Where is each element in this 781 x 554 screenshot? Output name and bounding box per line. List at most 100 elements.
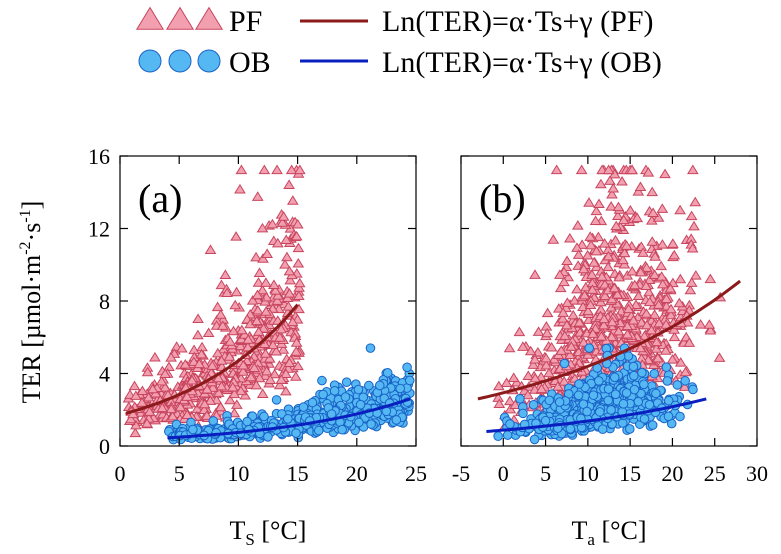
ob-point: [271, 395, 282, 405]
pf-point: [204, 244, 217, 254]
pf-point: [584, 299, 597, 310]
ob-point: [540, 415, 551, 426]
ob-point: [259, 411, 269, 422]
x-tick-label: 5: [174, 461, 185, 486]
x-tick-label: 0: [498, 461, 509, 486]
fit-line-ob: [486, 397, 707, 433]
pf-point: [204, 395, 217, 405]
pf-point: [291, 218, 304, 229]
ob-point: [313, 425, 324, 436]
ob-point: [565, 424, 576, 434]
pf-point: [215, 380, 228, 391]
pf-point: [529, 372, 542, 383]
pf-point: [195, 348, 208, 359]
pf-point: [219, 269, 232, 279]
y-tick-label: 4: [99, 362, 110, 387]
ob-point: [329, 386, 340, 396]
pf-point: [577, 337, 590, 347]
ob-point: [629, 384, 640, 395]
pf-point: [228, 388, 241, 399]
pf-point: [269, 285, 282, 295]
pf-point: [268, 279, 280, 289]
ob-point: [639, 414, 650, 424]
pf-point: [694, 319, 707, 329]
pf-point: [618, 247, 631, 258]
pf-point: [605, 331, 618, 342]
legend-label-pf: PF: [229, 5, 262, 38]
pf-point: [640, 308, 653, 318]
pf-point: [192, 313, 204, 323]
pf-point: [585, 239, 597, 250]
ob-point: [588, 390, 599, 400]
ob-point: [644, 399, 655, 410]
pf-point: [686, 164, 699, 175]
pf-point: [543, 367, 555, 378]
pf-point: [257, 253, 269, 263]
pf-point: [571, 242, 583, 252]
pf-point: [659, 168, 671, 179]
ob-point: [364, 380, 374, 391]
pf-point: [640, 262, 653, 272]
pf-point: [640, 280, 652, 290]
ob-point: [606, 405, 616, 415]
legend-marker-pf: [194, 6, 224, 30]
pf-point: [660, 319, 672, 329]
pf-point: [250, 379, 263, 390]
pf-point: [607, 182, 620, 193]
ob-point: [675, 411, 685, 422]
pf-point: [564, 349, 576, 360]
ob-point: [621, 388, 632, 398]
pf-point: [181, 391, 193, 401]
pf-point: [274, 332, 286, 342]
pf-point: [656, 203, 669, 213]
pf-point: [621, 328, 634, 339]
pf-point: [649, 251, 661, 261]
pf-point: [668, 331, 681, 342]
pf-point: [261, 248, 273, 258]
pf-point: [221, 287, 233, 297]
pf-point: [668, 249, 681, 260]
ob-point: [340, 392, 351, 402]
pf-point: [595, 331, 608, 341]
pf-point: [616, 175, 628, 186]
pf-point: [612, 325, 625, 336]
ob-point: [628, 361, 639, 372]
pf-point: [513, 326, 526, 337]
ob-point: [283, 414, 293, 424]
y-axis-title-text: TER [µmol·m-2·s-1]: [17, 201, 46, 404]
pf-point: [555, 345, 568, 355]
pf-point: [275, 374, 288, 384]
pf-point: [206, 360, 219, 370]
pf-point: [517, 341, 529, 351]
x-tick-label: 5: [540, 461, 551, 486]
pf-point: [532, 326, 545, 336]
pf-point: [666, 354, 679, 364]
x-tick-label: 0: [115, 461, 126, 486]
pf-point: [631, 212, 644, 223]
pf-point: [626, 164, 638, 175]
pf-point: [646, 236, 659, 246]
pf-point: [271, 237, 284, 248]
pf-point: [609, 234, 622, 245]
x-tick-label: -5: [452, 461, 470, 486]
pf-point: [576, 239, 588, 249]
pf-point: [292, 290, 305, 300]
ob-point: [637, 367, 647, 378]
pf-point: [277, 344, 290, 354]
ob-point: [649, 368, 660, 379]
pf-point: [647, 207, 659, 218]
pf-point: [588, 257, 600, 267]
ob-point: [374, 380, 385, 391]
pf-point: [258, 164, 271, 175]
pf-point: [634, 266, 647, 277]
pf-point: [211, 347, 224, 358]
pf-point: [165, 403, 178, 414]
pf-point: [648, 309, 661, 319]
pf-point: [522, 389, 534, 400]
legend-marker-ob: [168, 49, 192, 73]
pf-point: [554, 282, 567, 293]
pf-point: [283, 265, 296, 276]
legend-marker-ob: [138, 49, 162, 73]
ob-point: [493, 431, 503, 441]
pf-point: [216, 320, 229, 330]
